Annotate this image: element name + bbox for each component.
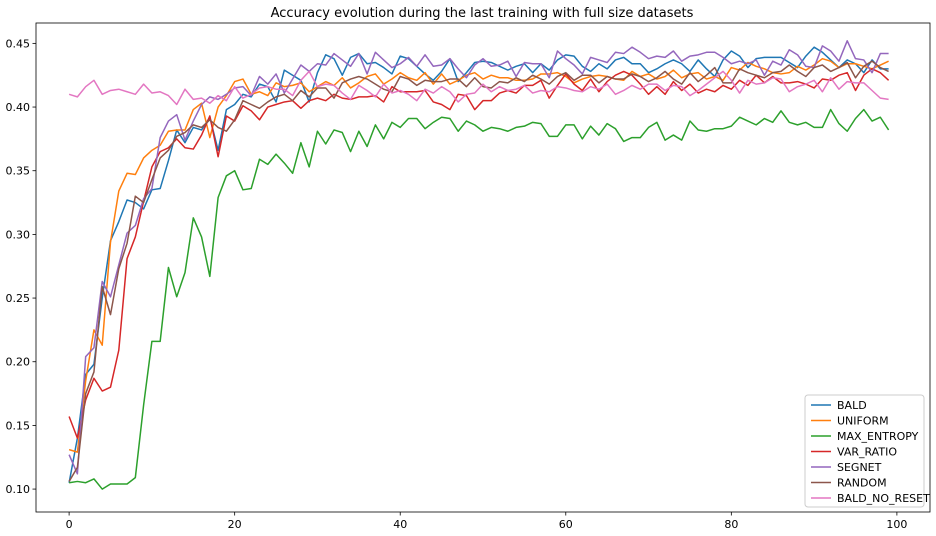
y-tick-label: 0.30 (6, 228, 31, 241)
legend-label: RANDOM (837, 477, 887, 490)
series-line-var-ratio (68, 68, 890, 439)
series-lines (68, 40, 890, 490)
plot-frame (35, 22, 931, 513)
chart-title: Accuracy evolution during the last train… (271, 6, 694, 21)
axes: 0 20 40 60 80 100 0.10 0.15 0.20 0.25 0.30 0.35 0.40… (6, 22, 931, 531)
legend-box (804, 394, 925, 508)
legend-label: VAR_RATIO (837, 446, 897, 459)
y-tick-label: 0.10 (6, 483, 31, 496)
legend: BALD UNIFORM MAX_ENTROPY VAR_RATIO SEGNET RAN… (804, 394, 930, 508)
x-tick-label: 0 (66, 518, 73, 531)
series-line-bald-no-reset (68, 70, 889, 106)
legend-label: MAX_ENTROPY (837, 430, 919, 443)
legend-label: BALD (837, 399, 867, 412)
legend-label: SEGNET (837, 461, 882, 474)
series-line-max-entropy (68, 108, 890, 490)
x-tick-label: 40 (393, 518, 407, 531)
y-tick-label: 0.35 (6, 165, 31, 178)
x-tick-label: 100 (886, 518, 907, 531)
series-line-uniform (68, 57, 889, 453)
legend-label: BALD_NO_RESET (837, 492, 930, 505)
y-tick-label: 0.15 (6, 419, 31, 432)
x-tick-label: 20 (228, 518, 242, 531)
series-line-random (68, 60, 889, 482)
plot-area (36, 23, 930, 512)
y-tick-label: 0.40 (6, 101, 31, 114)
x-tick-label: 60 (559, 518, 573, 531)
x-tick-label: 80 (724, 518, 738, 531)
legend-label: UNIFORM (837, 415, 889, 428)
y-tick-label: 0.45 (6, 37, 31, 50)
y-tick-label: 0.25 (6, 292, 31, 305)
y-tick-label: 0.20 (6, 356, 31, 369)
